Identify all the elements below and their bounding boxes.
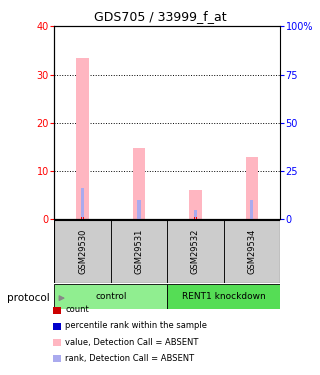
Bar (138, 201, 140, 219)
FancyBboxPatch shape (167, 284, 280, 309)
Bar (53, 322, 61, 330)
Bar (189, 190, 202, 219)
Bar (195, 217, 196, 219)
Bar (194, 210, 197, 219)
Text: percentile rank within the sample: percentile rank within the sample (65, 321, 207, 330)
Text: GSM29530: GSM29530 (78, 229, 87, 274)
FancyBboxPatch shape (54, 220, 111, 283)
Bar (53, 306, 61, 314)
Bar (194, 217, 196, 219)
Bar (81, 189, 84, 219)
Text: GSM29531: GSM29531 (134, 229, 143, 274)
FancyBboxPatch shape (54, 284, 167, 309)
Bar (53, 339, 61, 345)
Bar (53, 354, 61, 362)
FancyBboxPatch shape (111, 220, 167, 283)
Bar (138, 217, 140, 219)
FancyBboxPatch shape (224, 220, 280, 283)
Text: rank, Detection Call = ABSENT: rank, Detection Call = ABSENT (65, 354, 194, 363)
FancyBboxPatch shape (167, 220, 224, 283)
Text: protocol: protocol (7, 293, 50, 303)
Bar (76, 58, 89, 219)
Text: control: control (95, 292, 126, 301)
Bar (250, 201, 253, 219)
Bar (138, 217, 140, 219)
Bar (82, 217, 84, 219)
Text: GDS705 / 33999_f_at: GDS705 / 33999_f_at (94, 10, 226, 23)
Text: GSM29532: GSM29532 (191, 229, 200, 274)
Text: RENT1 knockdown: RENT1 knockdown (182, 292, 266, 301)
Bar (251, 217, 253, 219)
Text: GSM29534: GSM29534 (247, 229, 256, 274)
Bar (245, 157, 258, 219)
Bar (82, 217, 84, 219)
Bar (251, 217, 253, 219)
Bar (133, 148, 145, 219)
Text: count: count (65, 306, 89, 315)
Text: value, Detection Call = ABSENT: value, Detection Call = ABSENT (65, 338, 198, 346)
